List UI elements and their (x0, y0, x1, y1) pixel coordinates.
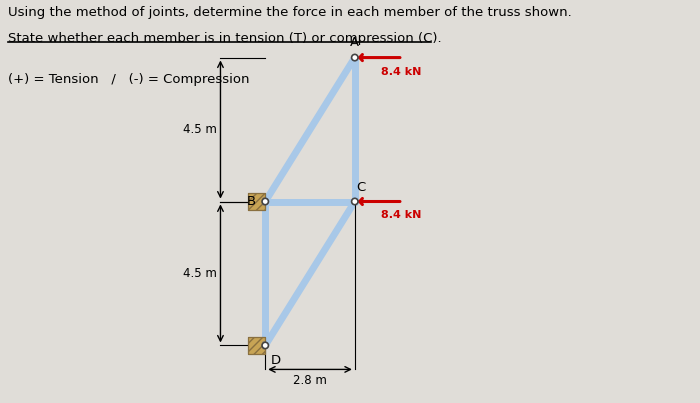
Text: D: D (271, 354, 281, 368)
Circle shape (351, 198, 358, 205)
Circle shape (262, 198, 268, 205)
Circle shape (351, 54, 358, 61)
Bar (248, 193, 265, 210)
Circle shape (262, 342, 268, 349)
Polygon shape (263, 342, 265, 349)
Text: (+) = Tension   /   (-) = Compression: (+) = Tension / (-) = Compression (8, 73, 250, 85)
Text: 8.4 kN: 8.4 kN (382, 210, 421, 220)
Bar (248, 337, 265, 354)
Text: C: C (356, 181, 365, 193)
Text: 4.5 m: 4.5 m (183, 267, 216, 280)
Bar (248, 337, 265, 354)
Text: Using the method of joints, determine the force in each member of the truss show: Using the method of joints, determine th… (8, 6, 572, 19)
Text: State whether each member is in tension (T) or compression (C).: State whether each member is in tension … (8, 32, 442, 45)
Polygon shape (263, 197, 265, 206)
Bar (248, 193, 265, 210)
Text: 4.5 m: 4.5 m (183, 123, 216, 136)
Text: A: A (350, 35, 359, 49)
Text: B: B (247, 195, 256, 208)
Text: 8.4 kN: 8.4 kN (382, 66, 421, 77)
Text: 2.8 m: 2.8 m (293, 374, 327, 387)
